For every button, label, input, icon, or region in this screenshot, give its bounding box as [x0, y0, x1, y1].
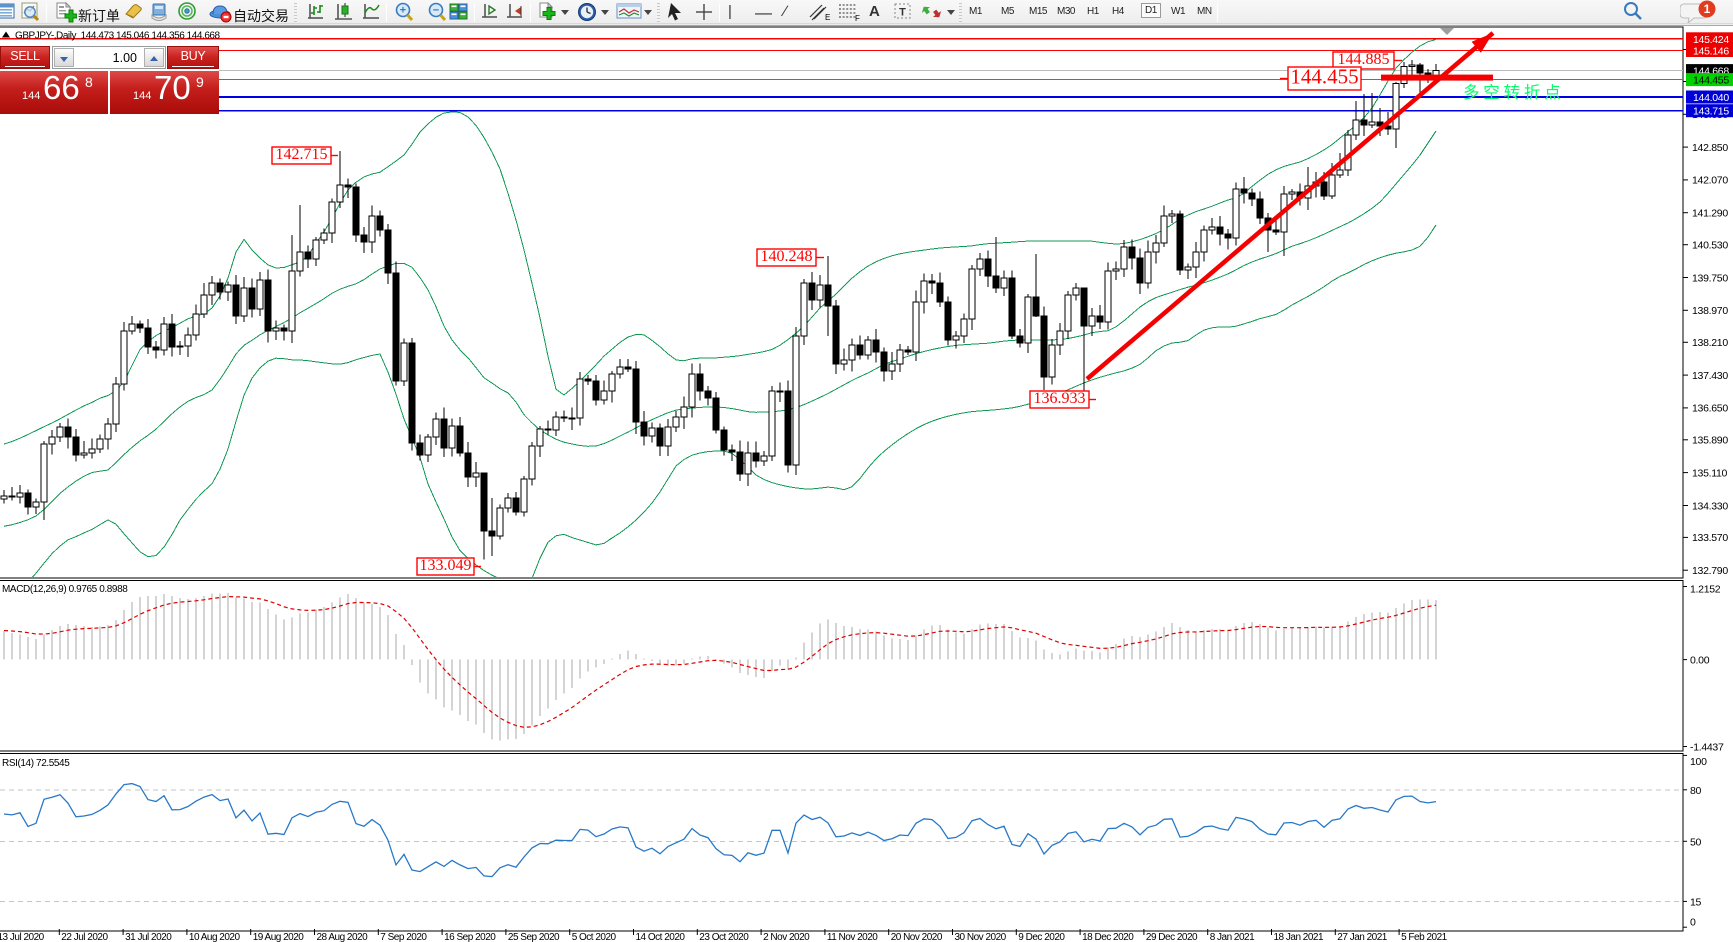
- svg-text:10 Aug 2020: 10 Aug 2020: [189, 932, 241, 942]
- svg-text:8 Jan 2021: 8 Jan 2021: [1210, 932, 1255, 942]
- svg-text:135.890: 135.890: [1692, 435, 1728, 447]
- svg-text:9 Dec 2020: 9 Dec 2020: [1018, 932, 1065, 942]
- svg-text:132.790: 132.790: [1692, 565, 1728, 577]
- svg-text:140.530: 140.530: [1692, 240, 1728, 252]
- svg-text:T: T: [899, 7, 906, 19]
- svg-text:多空转折点: 多空转折点: [1463, 83, 1565, 102]
- svg-text:13 Jul 2020: 13 Jul 2020: [0, 932, 45, 942]
- svg-text:25 Sep 2020: 25 Sep 2020: [508, 932, 560, 942]
- svg-text:133.570: 133.570: [1692, 532, 1728, 544]
- svg-text:137.430: 137.430: [1692, 370, 1728, 382]
- svg-text:16 Sep 2020: 16 Sep 2020: [444, 932, 496, 942]
- svg-text:31 Jul 2020: 31 Jul 2020: [125, 932, 172, 942]
- svg-text:MACD(12,26,9) 0.9765 0.8988: MACD(12,26,9) 0.9765 0.8988: [2, 584, 128, 595]
- svg-text:GBPJPY-,Daily 144.473 145.046: GBPJPY-,Daily 144.473 145.046 144.356 14…: [15, 31, 221, 42]
- svg-text:140.248: 140.248: [761, 248, 813, 265]
- svg-text:141.290: 141.290: [1692, 208, 1728, 220]
- svg-text:11 Nov 2020: 11 Nov 2020: [827, 932, 878, 942]
- svg-text:80: 80: [1690, 785, 1702, 797]
- svg-text:144.885: 144.885: [1338, 51, 1390, 68]
- svg-text:144.455: 144.455: [1290, 65, 1358, 89]
- svg-text:139.750: 139.750: [1692, 272, 1728, 284]
- svg-text:30 Nov 2020: 30 Nov 2020: [955, 932, 1007, 942]
- svg-text:18 Dec 2020: 18 Dec 2020: [1082, 932, 1134, 942]
- svg-text:0.00: 0.00: [1690, 654, 1710, 666]
- svg-text:1: 1: [1704, 2, 1711, 16]
- svg-text:145.146: 145.146: [1693, 46, 1729, 58]
- svg-text:1.2152: 1.2152: [1690, 583, 1721, 595]
- svg-text:28 Aug 2020: 28 Aug 2020: [317, 932, 369, 942]
- svg-text:0: 0: [1690, 917, 1696, 929]
- svg-text:7 Sep 2020: 7 Sep 2020: [380, 932, 427, 942]
- svg-text:5 Feb 2021: 5 Feb 2021: [1401, 932, 1448, 942]
- svg-text:135.110: 135.110: [1692, 467, 1728, 479]
- svg-text:29 Dec 2020: 29 Dec 2020: [1146, 932, 1198, 942]
- svg-text:27 Jan 2021: 27 Jan 2021: [1337, 932, 1387, 942]
- svg-text:142.850: 142.850: [1692, 142, 1728, 154]
- svg-text:145.424: 145.424: [1693, 34, 1729, 46]
- svg-text:18 Jan 2021: 18 Jan 2021: [1274, 932, 1324, 942]
- svg-text:F: F: [855, 14, 860, 22]
- svg-text:15: 15: [1690, 896, 1702, 908]
- svg-text:22 Jul 2020: 22 Jul 2020: [61, 932, 108, 942]
- svg-text:134.330: 134.330: [1692, 500, 1728, 512]
- svg-text:-1.4437: -1.4437: [1690, 741, 1724, 753]
- svg-text:23 Oct 2020: 23 Oct 2020: [699, 932, 749, 942]
- svg-text:136.933: 136.933: [1034, 390, 1086, 407]
- svg-text:138.970: 138.970: [1692, 305, 1728, 317]
- svg-text:133.049: 133.049: [420, 557, 472, 574]
- svg-text:5 Oct 2020: 5 Oct 2020: [572, 932, 617, 942]
- svg-text:50: 50: [1690, 836, 1702, 848]
- svg-text:2 Nov 2020: 2 Nov 2020: [763, 932, 810, 942]
- svg-text:+: +: [400, 5, 406, 17]
- svg-text:14 Oct 2020: 14 Oct 2020: [636, 932, 686, 942]
- svg-text:RSI(14) 72.5545: RSI(14) 72.5545: [2, 758, 70, 769]
- svg-text:20 Nov 2020: 20 Nov 2020: [891, 932, 943, 942]
- svg-text:136.650: 136.650: [1692, 403, 1728, 415]
- svg-text:143.715: 143.715: [1693, 106, 1729, 118]
- svg-text:−: −: [433, 5, 439, 17]
- svg-text:144.455: 144.455: [1693, 75, 1729, 87]
- svg-text:138.210: 138.210: [1692, 337, 1728, 349]
- svg-text:144.040: 144.040: [1693, 92, 1729, 104]
- svg-text:100: 100: [1690, 756, 1707, 768]
- svg-text:142.715: 142.715: [276, 146, 328, 163]
- svg-text:142.070: 142.070: [1692, 175, 1728, 187]
- svg-text:19 Aug 2020: 19 Aug 2020: [253, 932, 305, 942]
- svg-text:E: E: [825, 13, 830, 22]
